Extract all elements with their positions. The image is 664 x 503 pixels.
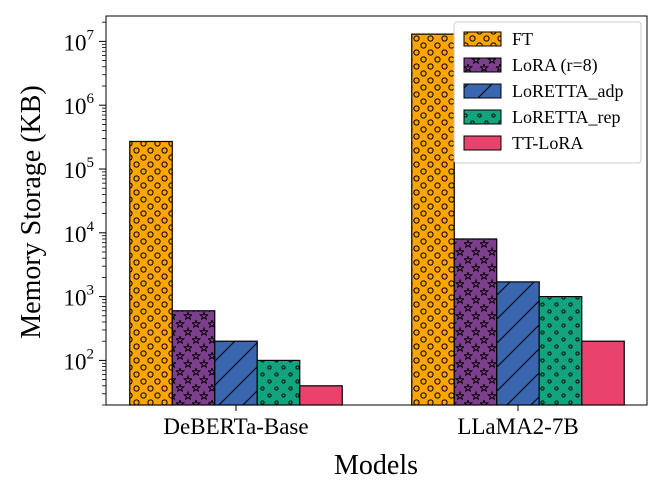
legend-swatch-outline <box>463 57 502 73</box>
legend-swatch <box>464 136 501 150</box>
bar-hatch <box>454 238 497 405</box>
bar-1-1 <box>129 140 173 406</box>
x-axis-label: Models <box>334 450 418 481</box>
y-tick-base: 10 <box>64 94 87 119</box>
bar-hatch <box>129 141 173 406</box>
x-axis-ticks: DeBERTa-Base LLaMA2-7B <box>163 405 579 439</box>
y-tick-exponent: 7 <box>87 27 95 43</box>
legend-label: LoRETTA_adp <box>512 81 624 101</box>
bar-2-2 <box>453 238 498 406</box>
bar-fill <box>299 385 343 405</box>
legend-swatch-outline <box>463 31 502 47</box>
y-tick-label: 102 <box>64 346 95 374</box>
bar-5-1 <box>299 385 343 406</box>
legend-entry-1: FT <box>463 29 533 49</box>
y-tick-label: 107 <box>64 27 95 55</box>
legend-label: LoRA (r=8) <box>512 55 598 76</box>
bar-hatch <box>411 34 455 406</box>
plot-frame <box>105 15 648 406</box>
x-tick-label: DeBERTa-Base <box>163 414 308 439</box>
y-tick-base: 10 <box>64 222 87 247</box>
y-tick-label: 105 <box>64 155 95 183</box>
legend-swatch-outline <box>463 135 502 151</box>
legend-swatch-hatch <box>464 110 501 124</box>
legend-label: LoRETTA_rep <box>512 107 621 127</box>
bar-3-2 <box>496 281 540 406</box>
x-tick-label: LLaMA2-7B <box>457 414 578 439</box>
y-tick-base: 10 <box>64 349 87 374</box>
y-tick-label: 103 <box>64 283 95 311</box>
legend-swatch-outline <box>463 109 502 125</box>
y-tick-base: 10 <box>64 158 87 183</box>
legend-entry-4: LoRETTA_rep <box>463 107 621 127</box>
bar-hatch <box>172 310 215 405</box>
y-tick-label: 104 <box>64 219 95 247</box>
y-tick-exponent: 5 <box>87 155 95 171</box>
legend: FT LoRA (r=8) LoRETTA_adp LoRETTA_rep TT-LoR… <box>453 21 642 164</box>
legend-swatch-outline <box>463 83 502 99</box>
bar-hatch <box>214 341 258 405</box>
bar-hatch <box>257 360 300 405</box>
bar-hatch <box>496 281 540 405</box>
bar-hatch <box>539 296 582 405</box>
bar-2-1 <box>171 310 216 406</box>
bars-layer <box>129 33 625 406</box>
y-tick-exponent: 4 <box>87 219 95 235</box>
legend-entry-2: LoRA (r=8) <box>463 55 598 76</box>
legend-label: FT <box>512 29 533 49</box>
y-tick-base: 10 <box>64 286 87 311</box>
bar-5-2 <box>581 340 625 406</box>
legend-swatch-hatch <box>464 32 501 46</box>
y-tick-base: 10 <box>64 30 87 55</box>
bar-1-2 <box>411 33 455 406</box>
legend-label: TT-LoRA <box>512 133 583 153</box>
y-axis-label: Memory Storage (KB) <box>16 85 47 339</box>
y-tick-exponent: 2 <box>87 346 95 362</box>
bar-4-2 <box>538 296 583 406</box>
y-tick-exponent: 6 <box>87 91 95 107</box>
y-tick-exponent: 3 <box>87 283 95 299</box>
bar-4-1 <box>256 359 301 406</box>
legend-swatch-hatch <box>464 58 501 72</box>
legend-entry-3: LoRETTA_adp <box>463 81 624 101</box>
legend-swatch-hatch <box>464 84 501 98</box>
bar-3-1 <box>214 340 258 406</box>
legend-box <box>453 21 642 164</box>
y-tick-label: 106 <box>64 91 95 119</box>
bar-fill <box>581 341 625 405</box>
legend-entry-5: TT-LoRA <box>463 133 583 153</box>
